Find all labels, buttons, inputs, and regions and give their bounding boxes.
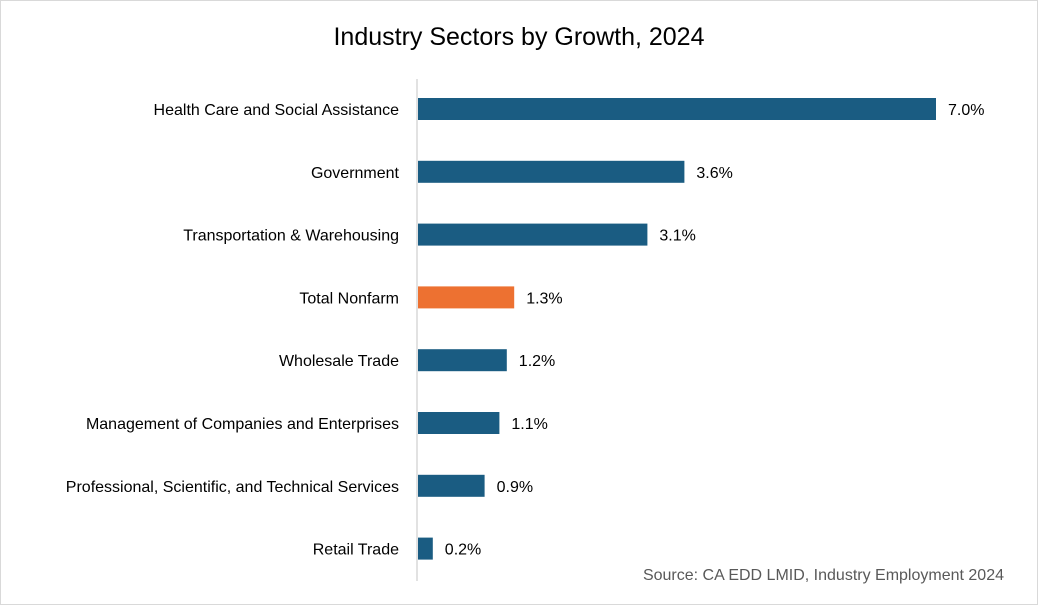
value-label-transportation-warehousing: 3.1% <box>659 228 695 245</box>
value-label-government: 3.6% <box>696 165 732 182</box>
category-label-wholesale-trade: Wholesale Trade <box>279 353 399 370</box>
source-note: Source: CA EDD LMID, Industry Employment… <box>643 567 1004 584</box>
category-label-total-nonfarm: Total Nonfarm <box>299 290 399 307</box>
bar-transportation-warehousing <box>418 223 648 246</box>
category-label-government: Government <box>311 165 400 182</box>
bar-total-nonfarm <box>418 286 515 309</box>
bar-retail-trade <box>418 537 433 560</box>
bar-health-care-and-social-assistance <box>418 98 936 120</box>
category-label-health-care-and-social-assistance: Health Care and Social Assistance <box>154 102 400 119</box>
value-label-management-of-companies-and-enterprises: 1.1% <box>511 416 547 433</box>
value-label-professional-scientific-and-technical-services: 0.9% <box>497 479 533 496</box>
value-label-wholesale-trade: 1.2% <box>519 353 555 370</box>
category-label-management-of-companies-and-enterprises: Management of Companies and Enterprises <box>86 416 399 433</box>
bar-government <box>418 160 685 183</box>
chart-title: Industry Sectors by Growth, 2024 <box>333 23 704 51</box>
value-label-retail-trade: 0.2% <box>445 542 481 559</box>
bars-group: Health Care and Social Assistance 7.0% Gov… <box>66 98 984 560</box>
value-label-health-care-and-social-assistance: 7.0% <box>948 102 984 119</box>
bar-management-of-companies-and-enterprises <box>418 412 500 434</box>
category-label-professional-scientific-and-technical-services: Professional, Scientific, and Technical … <box>66 479 399 496</box>
value-label-total-nonfarm: 1.3% <box>526 290 562 307</box>
bar-professional-scientific-and-technical-services <box>418 474 485 497</box>
category-label-transportation-warehousing: Transportation & Warehousing <box>183 228 399 245</box>
category-label-retail-trade: Retail Trade <box>313 542 399 559</box>
bar-wholesale-trade <box>418 349 507 372</box>
